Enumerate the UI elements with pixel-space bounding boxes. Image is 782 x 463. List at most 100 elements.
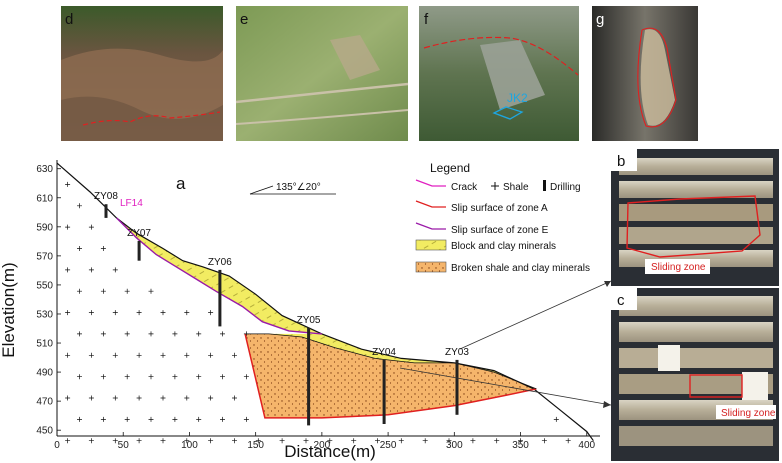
- shale-mark: [279, 438, 285, 444]
- shale-mark: [553, 416, 559, 422]
- legend-item-crack: Crack: [415, 179, 478, 193]
- shale-mark: [77, 288, 82, 294]
- shale-mark: [136, 395, 142, 401]
- shale-mark: [541, 438, 547, 444]
- shale-mark: [100, 246, 106, 251]
- shale-mark: [124, 288, 130, 294]
- borehole-label-zy04: ZY04: [372, 347, 396, 358]
- shale-mark: [65, 438, 71, 444]
- legend-drilling-label: Drilling: [550, 182, 581, 193]
- borehole-zy05: [307, 327, 311, 426]
- photo-e-letter: e: [240, 11, 248, 28]
- shale-mark: [77, 416, 82, 422]
- shale-mark: [65, 310, 71, 316]
- shale-mark: [172, 331, 178, 337]
- shale-mark: [220, 331, 225, 337]
- borehole-zy06: [218, 269, 222, 327]
- shale-mark: [565, 438, 571, 444]
- monitoring-point-label: JK2: [507, 91, 528, 105]
- shale-mark: [184, 438, 190, 444]
- photo-c-letter: c: [617, 292, 625, 309]
- legend-block-label: Block and clay minerals: [451, 241, 556, 252]
- legend-item-broken: Broken shale and clay minerals: [415, 261, 590, 274]
- legend-slip-e-label: Slip surface of zone E: [451, 225, 549, 236]
- shale-mark: [136, 438, 142, 444]
- x-tick-label: 100: [181, 440, 198, 451]
- photo-c-caption: Sliding zone: [721, 408, 776, 419]
- shale-mark: [88, 438, 94, 444]
- borehole-zy04: [382, 359, 386, 424]
- shale-mark: [518, 438, 523, 444]
- panel-label: a: [176, 174, 186, 193]
- photo-g-letter: g: [596, 11, 604, 28]
- shale-mark: [65, 181, 71, 187]
- shale-mark: [65, 352, 71, 358]
- shale-mark: [77, 374, 82, 380]
- x-axis-title: Distance(m): [284, 442, 376, 461]
- shale-mark: [100, 416, 106, 422]
- shale-mark: [243, 416, 249, 422]
- axes: 0 50 100 150 200 250 300 350 400 450 470 490 510 530…: [36, 160, 600, 451]
- y-ticks: 450 470 490 510 530 550 570 590 610 630: [36, 164, 61, 437]
- x-tick-label: 300: [446, 440, 463, 451]
- slip-surface-a-line: [244, 333, 537, 419]
- legend: Legend Crack Shale Drilling Slip surface…: [415, 161, 590, 274]
- shale-mark: [100, 331, 106, 337]
- legend-crack-label: Crack: [451, 182, 478, 193]
- shale-mark: [77, 203, 82, 209]
- legend-item-block: Block and clay minerals: [415, 239, 556, 252]
- orientation-indicator: 135°∠20°: [249, 182, 336, 195]
- photo-g: g: [592, 6, 698, 141]
- shale-mark: [160, 395, 166, 401]
- zone-a-dots: [245, 333, 537, 418]
- legend-broken-label: Broken shale and clay minerals: [451, 263, 590, 274]
- shale-mark: [494, 438, 500, 444]
- y-tick-label: 470: [36, 397, 53, 408]
- borehole-label-zy03: ZY03: [445, 347, 469, 358]
- shale-mark: [136, 310, 142, 316]
- legend-slip-a-label: Slip surface of zone A: [451, 203, 548, 214]
- shale-mark: [208, 310, 214, 316]
- shale-mark: [446, 438, 452, 444]
- shale-mark: [88, 395, 94, 401]
- cross-section: ZY08 ZY07 ZY06 ZY05 ZY04 ZY03 0 50 100 150 200 250…: [0, 160, 600, 461]
- x-tick-label: 400: [578, 440, 595, 451]
- slip-surface-e-line: [116, 217, 322, 335]
- shale-mark: [136, 352, 142, 358]
- shale-mark: [160, 310, 166, 316]
- photo-f-letter: f: [424, 11, 429, 28]
- y-tick-label: 570: [36, 251, 53, 262]
- shale-mark: [112, 267, 118, 273]
- shale-mark: [232, 395, 237, 401]
- shale-mark: [196, 331, 202, 337]
- shale-mark: [232, 352, 237, 358]
- shale-mark: [303, 438, 309, 444]
- shale-mark: [124, 374, 130, 380]
- shale-mark: [65, 395, 71, 401]
- borehole-label-zy05: ZY05: [297, 315, 321, 326]
- photo-d-letter: d: [65, 11, 73, 28]
- y-tick-label: 450: [36, 426, 53, 437]
- y-tick-label: 610: [36, 193, 53, 204]
- x-tick-label: 0: [54, 440, 60, 451]
- x-tick-label: 150: [247, 440, 264, 451]
- geologic-zones: [116, 218, 537, 418]
- photo-b-caption: Sliding zone: [651, 262, 706, 273]
- shale-mark: [88, 310, 94, 316]
- borehole-zy03: [455, 359, 459, 415]
- legend-item-slip-e: Slip surface of zone E: [415, 222, 549, 236]
- shale-mark: [88, 224, 94, 230]
- connector-arrows: [399, 280, 612, 408]
- shale-mark: [208, 438, 214, 444]
- shale-mark: [88, 267, 94, 273]
- shale-mark: [100, 374, 106, 380]
- shale-mark: [88, 352, 94, 358]
- zone-a-top-line: [245, 333, 537, 390]
- shale-mark: [196, 374, 202, 380]
- shale-mark: [172, 374, 178, 380]
- y-axis-title: Elevation(m): [0, 262, 18, 357]
- shale-mark: [148, 374, 154, 380]
- legend-item-slip-a: Slip surface of zone A: [415, 200, 548, 214]
- photo-e: e: [235, 6, 409, 141]
